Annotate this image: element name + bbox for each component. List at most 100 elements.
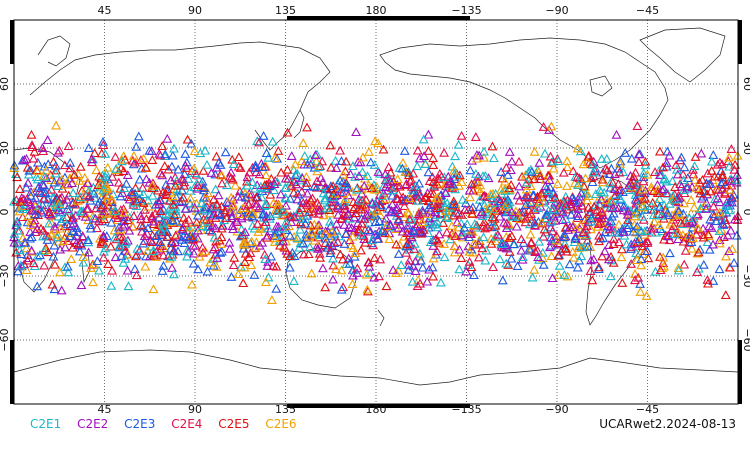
occultation-marker: [266, 295, 277, 304]
occultation-marker: [598, 232, 609, 242]
occultation-marker: [240, 200, 251, 210]
occultation-marker: [239, 257, 250, 266]
occultation-marker: [506, 253, 517, 263]
occultation-marker: [17, 233, 28, 243]
occultation-marker: [666, 224, 677, 234]
occultation-marker: [704, 244, 715, 254]
japan-coastline: [293, 109, 305, 139]
occultation-marker: [448, 196, 459, 206]
occultation-marker: [50, 168, 61, 178]
occultation-marker: [401, 241, 412, 251]
occultation-marker: [188, 258, 199, 268]
occultation-marker: [36, 207, 47, 217]
occultation-marker: [600, 227, 611, 237]
occultation-marker: [103, 208, 114, 218]
occultation-marker: [470, 132, 481, 141]
occultation-marker: [676, 181, 687, 191]
occultation-marker: [42, 194, 53, 204]
occultation-marker: [280, 217, 291, 227]
occultation-marker: [335, 186, 346, 196]
occultation-marker: [466, 225, 477, 235]
occultation-marker: [362, 171, 373, 180]
occultation-marker: [76, 280, 87, 290]
top-lon-tick-label: 135: [275, 4, 296, 17]
occultation-marker: [720, 201, 731, 211]
occultation-marker: [213, 190, 224, 200]
occultation-marker: [636, 260, 647, 270]
occultation-marker: [467, 208, 478, 218]
occultation-marker: [356, 204, 367, 214]
occultation-marker: [586, 159, 597, 168]
occultation-marker: [71, 222, 82, 232]
occultation-marker: [592, 221, 603, 231]
occultation-marker: [233, 152, 244, 162]
occultation-marker: [193, 225, 203, 235]
occultation-marker: [702, 274, 713, 284]
occultation-marker: [369, 252, 380, 262]
occultation-marker: [517, 252, 528, 262]
occultation-marker: [207, 210, 218, 220]
occultation-marker: [342, 182, 353, 191]
occultation-marker: [43, 231, 54, 241]
occultation-marker: [363, 180, 374, 189]
occultation-marker: [279, 242, 290, 252]
occultation-marker: [103, 259, 114, 268]
occultation-marker: [350, 248, 361, 257]
right-lat-tick-label: 60: [741, 77, 750, 91]
occultation-marker: [26, 129, 37, 139]
occultation-marker: [534, 236, 545, 246]
occultation-marker: [298, 238, 309, 248]
occultation-marker: [457, 194, 468, 204]
occultation-marker: [238, 243, 249, 253]
occultation-marker: [131, 201, 142, 211]
occultation-marker: [572, 208, 583, 218]
occultation-marker: [261, 148, 272, 158]
occultation-marker: [32, 165, 43, 175]
occultation-marker: [629, 211, 640, 221]
occultation-marker: [468, 270, 479, 280]
occultation-marker: [133, 131, 144, 141]
occultation-marker: [313, 205, 324, 215]
occultation-marker: [212, 200, 223, 210]
occultation-marker: [558, 167, 569, 177]
occultation-marker: [705, 214, 716, 224]
occultation-marker: [227, 221, 238, 230]
occultation-marker: [257, 162, 268, 171]
occultation-marker: [12, 266, 23, 276]
occultation-marker: [557, 207, 568, 217]
occultation-marker: [187, 234, 198, 244]
occultation-marker: [63, 141, 74, 151]
bottom-lon-tick-label: −90: [545, 403, 568, 416]
occultation-marker: [613, 163, 624, 173]
occultation-marker: [407, 195, 418, 205]
occultation-marker: [211, 261, 222, 271]
occultation-marker: [234, 209, 245, 219]
occultation-marker: [344, 258, 355, 268]
occultation-marker: [74, 246, 85, 256]
occultation-marker: [178, 212, 189, 222]
occultation-marker: [102, 162, 113, 172]
occultation-marker: [292, 232, 303, 242]
occultation-marker: [605, 221, 616, 231]
occultation-marker: [38, 225, 49, 235]
occultation-marker: [128, 211, 139, 220]
occultation-marker: [291, 179, 302, 189]
occultation-marker: [694, 177, 705, 187]
occultation-marker: [613, 179, 624, 188]
occultation-marker: [311, 182, 322, 192]
occultation-marker: [412, 145, 423, 155]
occultation-marker: [633, 272, 644, 282]
hudson-bay-coastline: [589, 75, 613, 97]
occultation-marker: [439, 147, 450, 157]
occultation-marker: [28, 218, 39, 228]
occultation-marker: [39, 245, 49, 255]
occultation-marker: [318, 188, 329, 198]
occultation-marker: [360, 237, 371, 247]
occultation-marker: [100, 243, 111, 253]
occultation-marker: [410, 266, 421, 275]
occultation-marker: [294, 242, 305, 252]
occultation-marker: [534, 157, 545, 167]
occultation-marker: [55, 200, 66, 210]
occultation-marker: [86, 154, 97, 164]
occultation-marker: [332, 236, 343, 246]
